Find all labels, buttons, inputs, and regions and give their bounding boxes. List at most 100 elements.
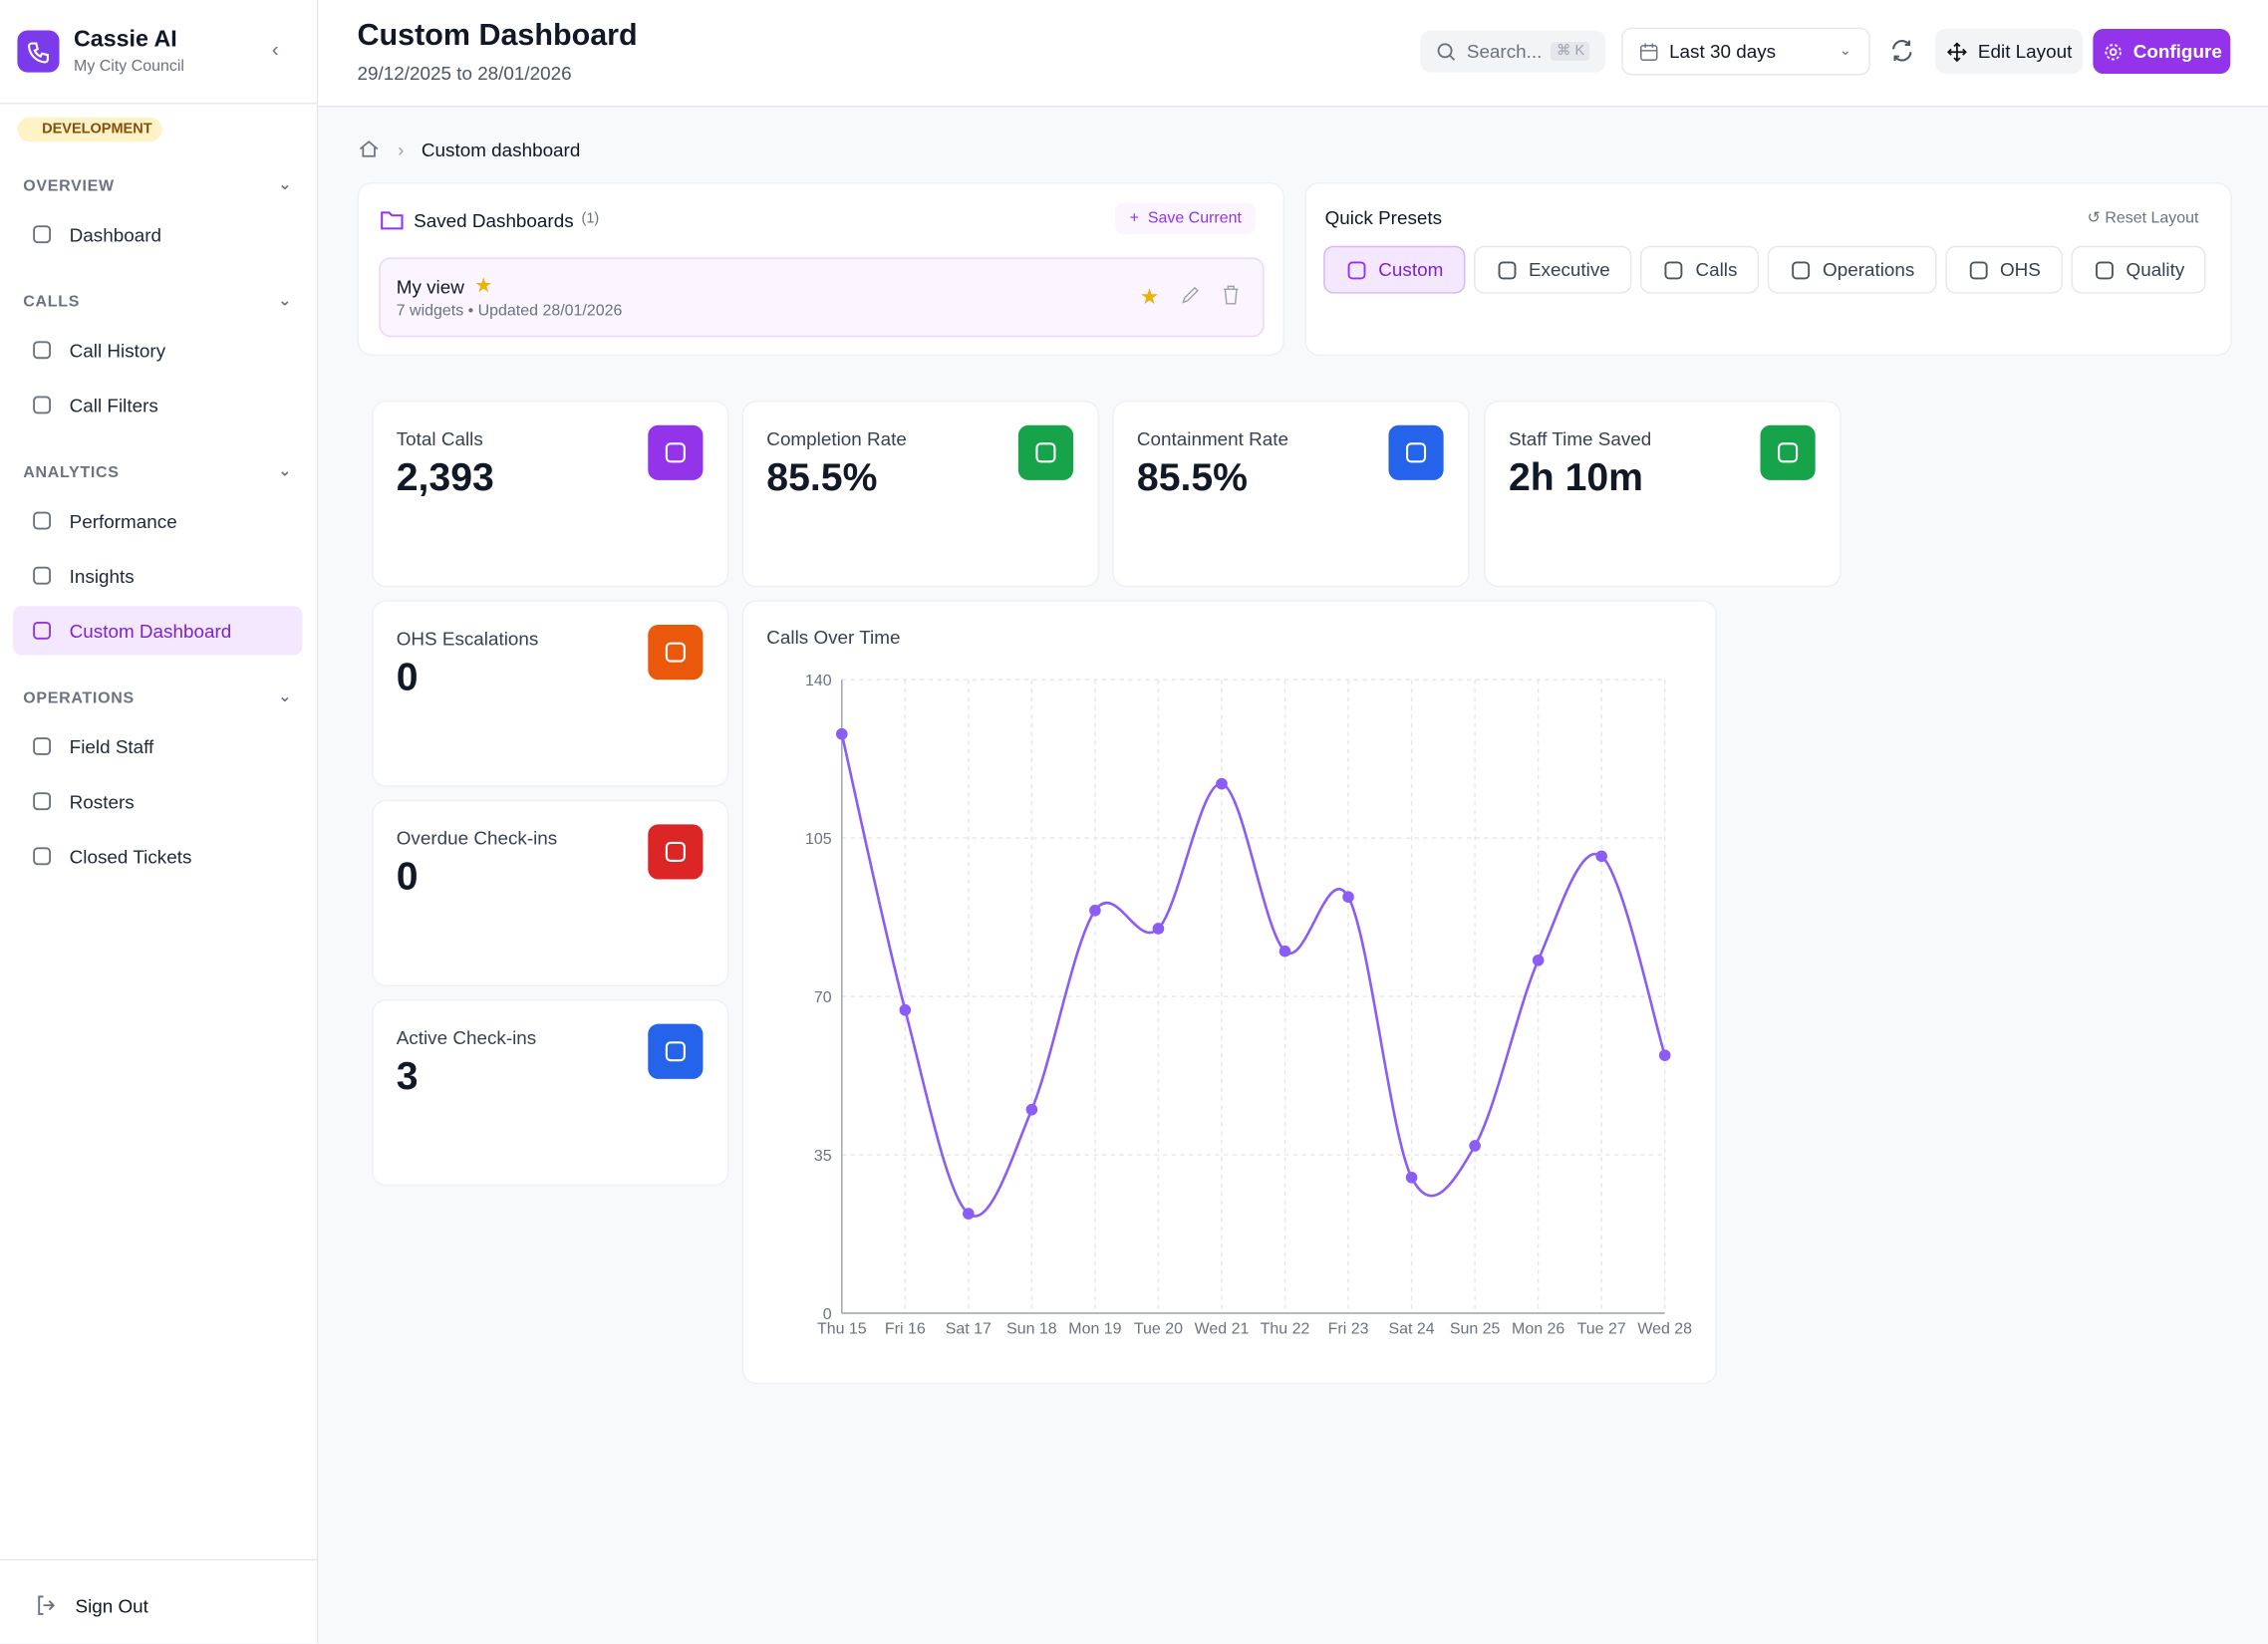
nav-section-title[interactable]: OVERVIEW ⌄ (23, 176, 293, 195)
nav-item[interactable]: Insights (13, 551, 302, 600)
line-series (840, 733, 1666, 1218)
preset-button[interactable]: Custom (1323, 245, 1466, 294)
nav-item[interactable]: Call Filters (13, 381, 302, 429)
preset-button[interactable]: OHS (1944, 245, 2063, 294)
kpi-label: Total Calls (396, 427, 483, 450)
nav-item-label: Call History (69, 339, 166, 362)
sidebar: Cassie AI My City Council ‹ DEVELOPMENT … (0, 0, 319, 1643)
saved-item[interactable]: My view ★ 7 widgets • Updated 28/01/2026… (379, 257, 1265, 338)
kpi-card: Containment Rate 85.5% (1112, 401, 1470, 588)
data-point (1278, 945, 1291, 958)
kpi-card: Total Calls 2,393 (372, 401, 729, 588)
kpi-icon (1388, 424, 1444, 480)
date-range: 29/12/2025 to 28/01/2026 (357, 62, 572, 85)
breadcrumb-current: Custom dashboard (421, 137, 581, 160)
sign-out[interactable]: Sign Out (35, 1594, 148, 1617)
preset-label: Quality (2126, 258, 2185, 281)
kpi-card: Overdue Check-ins 0 (372, 799, 729, 986)
kpi-label: Overdue Check-ins (396, 827, 558, 850)
nav-item-label: Performance (69, 509, 177, 532)
nav-item[interactable]: Closed Tickets (13, 832, 302, 881)
kpi-value: 0 (396, 854, 419, 899)
nav-item[interactable]: Rosters (13, 776, 302, 825)
kpi-icon (648, 424, 704, 480)
preset-button[interactable]: Executive (1473, 245, 1632, 294)
nav-section-title[interactable]: OPERATIONS ⌄ (23, 687, 293, 707)
preset-button[interactable]: Calls (1640, 245, 1760, 294)
nav-item[interactable]: Field Staff (13, 721, 302, 770)
data-point (963, 1208, 975, 1220)
nav-item[interactable]: Dashboard (13, 209, 302, 258)
data-point (899, 1003, 912, 1016)
kpi-label: Staff Time Saved (1508, 427, 1652, 450)
edit-layout-label: Edit Layout (1977, 40, 2073, 63)
chart-title: Calls Over Time (766, 627, 900, 648)
preset-button[interactable]: Quality (2071, 245, 2207, 294)
data-point (1342, 891, 1354, 904)
favorite-button[interactable]: ★ (1139, 284, 1160, 310)
x-tick-label: Mon 19 (1068, 1320, 1121, 1337)
kpi-value: 3 (396, 1054, 419, 1098)
configure-button[interactable]: Configure (2093, 29, 2231, 75)
chevron: ⌄ (278, 687, 293, 706)
period-label: Last 30 days (1669, 40, 1777, 63)
saved-item-name: My view (396, 276, 464, 299)
kpi-icon (648, 625, 704, 681)
nav-section-title[interactable]: ANALYTICS ⌄ (23, 462, 293, 482)
kpi-card: Active Check-ins 3 (372, 999, 729, 1187)
saved-item-meta: 7 widgets • Updated 28/01/2026 (396, 302, 623, 320)
kpi-label: OHS Escalations (396, 627, 539, 650)
x-tick-label: Sat 17 (946, 1320, 992, 1337)
kpi-value: 0 (396, 655, 419, 699)
collapse-button[interactable]: ‹ (271, 37, 279, 61)
preset-label: Executive (1528, 258, 1610, 281)
nav-item[interactable]: Performance (13, 496, 302, 545)
nav-item[interactable]: Custom Dashboard (13, 606, 303, 656)
nav-item-label: Custom Dashboard (69, 619, 232, 642)
save-current-label: Save Current (1147, 209, 1242, 227)
data-point (1025, 1103, 1038, 1116)
chevron: ⌄ (278, 462, 293, 480)
nav-item[interactable]: Call History (13, 326, 302, 375)
nav-section-title[interactable]: CALLS ⌄ (23, 292, 293, 312)
preset-button[interactable]: Operations (1767, 245, 1937, 294)
x-tick-label: Mon 26 (1512, 1320, 1564, 1337)
saved-count: (1) (581, 210, 600, 227)
reset-layout-button[interactable]: ↺ Reset Layout (2087, 209, 2199, 227)
kpi-icon (648, 1023, 704, 1079)
refresh-button[interactable] (1887, 36, 1916, 72)
edit-layout-button[interactable]: Edit Layout (1935, 29, 2084, 75)
x-tick-label: Tue 27 (1577, 1320, 1626, 1337)
period-select[interactable]: Last 30 days ⌄ (1621, 27, 1870, 76)
x-tick-label: Wed 21 (1195, 1320, 1250, 1337)
org-name: My City Council (74, 58, 184, 76)
y-tick-label: 35 (814, 1148, 832, 1165)
kpi-label: Containment Rate (1136, 427, 1288, 450)
y-tick-label: 140 (805, 673, 832, 689)
chevron: ⌄ (278, 292, 293, 310)
kpi-value: 85.5% (1136, 455, 1249, 499)
sign-out-label: Sign Out (75, 1594, 148, 1617)
saved-title: Saved Dashboards (414, 209, 574, 232)
quick-presets-card: Quick Presets ↺ Reset Layout Custom Execu… (1304, 181, 2232, 357)
nav-item-label: Rosters (69, 790, 135, 813)
x-tick-label: Sun 18 (1006, 1320, 1057, 1337)
delete-button[interactable] (1221, 285, 1241, 305)
page-title: Custom Dashboard (357, 18, 638, 53)
search-box[interactable]: Search... ⌘ K (1420, 30, 1606, 73)
data-point (1405, 1171, 1418, 1184)
kpi-label: Completion Rate (766, 427, 907, 450)
x-tick-label: Thu 22 (1261, 1320, 1310, 1337)
x-tick-label: Thu 15 (817, 1320, 867, 1337)
save-current-button[interactable]: + Save Current (1115, 202, 1257, 235)
kpi-value: 2,393 (396, 455, 494, 499)
data-point (835, 727, 848, 740)
x-tick-label: Sat 24 (1389, 1320, 1435, 1337)
edit-button[interactable] (1180, 285, 1200, 305)
nav-item-label: Dashboard (69, 223, 162, 246)
kpi-value: 85.5% (766, 455, 878, 499)
nav-item-label: Field Staff (69, 735, 154, 757)
nav-item-label: Call Filters (69, 394, 158, 416)
data-point (1216, 777, 1228, 790)
